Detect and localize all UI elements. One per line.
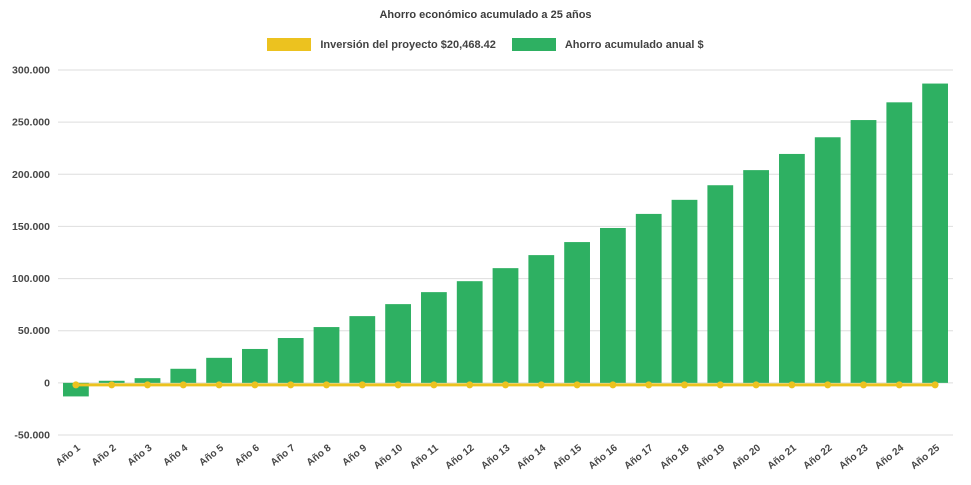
investment-line-marker xyxy=(466,381,474,389)
x-tick-label: Año 13 xyxy=(479,442,512,471)
legend-label-savings: Ahorro acumulado anual $ xyxy=(564,38,704,51)
investment-line-marker xyxy=(895,381,903,389)
x-tick-label: Año 14 xyxy=(515,442,548,471)
investment-line-marker xyxy=(251,381,259,389)
investment-line-marker xyxy=(788,381,796,389)
investment-line-marker xyxy=(72,381,80,389)
x-tick-label: Año 19 xyxy=(694,442,727,471)
y-tick-label: 150.000 xyxy=(12,221,50,233)
x-tick-label: Año 5 xyxy=(197,442,226,468)
x-tick-label: Año 23 xyxy=(837,442,870,471)
bar xyxy=(850,120,877,383)
investment-line-marker xyxy=(573,381,581,389)
bar xyxy=(385,304,411,383)
x-tick-label: Año 15 xyxy=(551,442,584,471)
x-tick-label: Año 11 xyxy=(408,442,441,471)
investment-line-marker xyxy=(609,381,617,389)
y-tick-label: 0 xyxy=(44,377,50,389)
x-tick-label: Año 9 xyxy=(340,442,369,468)
x-tick-label: Año 24 xyxy=(873,442,906,471)
bar xyxy=(492,268,519,383)
investment-line-marker xyxy=(645,381,653,389)
bar xyxy=(206,357,232,383)
investment-line-marker xyxy=(394,381,402,389)
investment-line-marker xyxy=(358,381,366,389)
bar xyxy=(671,199,698,383)
bar xyxy=(277,338,304,383)
investment-line-marker xyxy=(287,381,295,389)
investment-line-marker xyxy=(752,381,760,389)
bar xyxy=(743,170,769,383)
legend-item-savings: Ahorro acumulado anual $ xyxy=(511,38,704,51)
legend-label-investment: Inversión del proyecto $20,468.42 xyxy=(320,38,496,51)
x-tick-label: Año 22 xyxy=(801,442,834,471)
x-tick-label: Año 20 xyxy=(730,442,763,471)
x-tick-label: Año 17 xyxy=(622,442,655,471)
x-tick-label: Año 25 xyxy=(909,442,942,471)
x-tick-label: Año 1 xyxy=(54,442,83,468)
investment-line-marker xyxy=(681,381,688,389)
bar xyxy=(134,378,161,383)
x-tick-label: Año 16 xyxy=(587,442,620,471)
investment-line-marker xyxy=(430,381,438,389)
x-tick-label: Año 21 xyxy=(766,442,799,471)
y-tick-label: 50.000 xyxy=(18,325,50,337)
x-tick-label: Año 4 xyxy=(161,442,190,468)
investment-line-marker xyxy=(860,381,867,389)
bar xyxy=(886,102,913,383)
bar xyxy=(170,368,197,383)
bar xyxy=(707,185,734,383)
bar xyxy=(349,316,376,383)
chart-title: Ahorro económico acumulado a 25 años xyxy=(379,9,592,21)
investment-line-marker xyxy=(502,381,509,389)
investment-line-marker xyxy=(144,381,151,389)
x-tick-label: Año 2 xyxy=(90,442,119,468)
x-tick-label: Año 12 xyxy=(443,442,476,471)
investment-line-marker xyxy=(215,381,223,389)
bar xyxy=(922,83,948,383)
bar xyxy=(242,348,268,383)
legend-item-investment: Inversión del proyecto $20,468.42 xyxy=(267,38,496,51)
y-tick-label: 300.000 xyxy=(12,65,50,77)
y-tick-label: 100.000 xyxy=(12,273,50,285)
bar xyxy=(600,227,626,383)
investment-line-marker xyxy=(108,381,116,389)
y-tick-label: -50.000 xyxy=(14,430,50,442)
bar xyxy=(564,242,590,383)
x-tick-label: Año 8 xyxy=(305,442,334,468)
legend-swatch-investment xyxy=(267,38,312,51)
investment-line-marker xyxy=(824,381,832,389)
investment-line-marker xyxy=(716,381,724,389)
x-tick-label: Año 3 xyxy=(126,442,155,468)
investment-line-marker xyxy=(537,381,545,389)
legend: Inversión del proyecto $20,468.42 Ahorro… xyxy=(0,38,971,51)
investment-line-marker xyxy=(179,381,187,389)
legend-swatch-savings xyxy=(511,38,556,51)
investment-line-marker xyxy=(931,381,939,389)
x-tick-label: Año 10 xyxy=(372,442,405,471)
investment-line-marker xyxy=(323,381,330,389)
bar xyxy=(528,255,555,383)
bar xyxy=(456,281,483,383)
bar xyxy=(313,327,340,383)
bar xyxy=(779,153,805,383)
bar xyxy=(814,137,841,383)
x-tick-label: Año 6 xyxy=(233,442,262,468)
bar xyxy=(635,213,662,383)
y-tick-label: 250.000 xyxy=(12,117,50,129)
x-tick-label: Año 18 xyxy=(658,442,691,471)
y-tick-label: 200.000 xyxy=(12,169,50,181)
bar xyxy=(421,292,447,383)
x-tick-label: Año 7 xyxy=(269,442,298,468)
